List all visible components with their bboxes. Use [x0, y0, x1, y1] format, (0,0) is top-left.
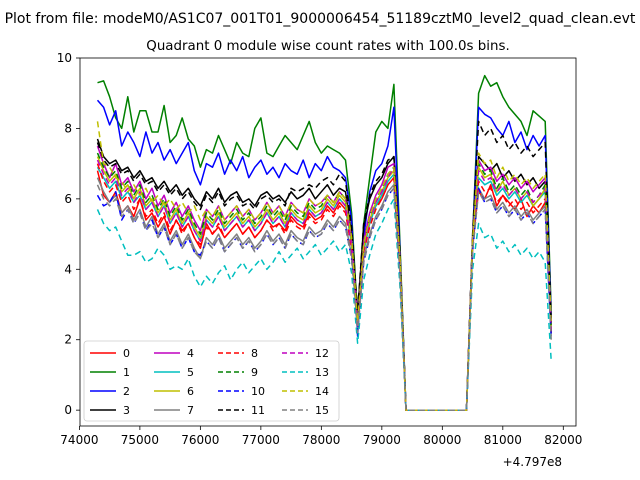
series-line-13 [96, 198, 552, 411]
legend-label-2: 2 [123, 385, 130, 398]
legend-frame [83, 340, 340, 422]
series-line-12 [96, 159, 552, 411]
y-tick-label: 10 [57, 51, 72, 65]
y-tick-label: 2 [64, 333, 72, 347]
figure-suptitle: Plot from file: modeM0/AS1C07_001T01_900… [5, 11, 636, 27]
legend-label-9: 9 [251, 366, 258, 379]
series-line-10 [96, 187, 552, 411]
series-layer [96, 74, 552, 411]
x-tick-label: 81000 [484, 433, 522, 447]
x-offset-label: +4.797e8 [503, 455, 562, 469]
legend-label-0: 0 [123, 347, 130, 360]
legend-label-13: 13 [315, 366, 329, 379]
x-tick-label: 80000 [423, 433, 461, 447]
y-tick-label: 4 [64, 262, 72, 276]
plot-frame [79, 57, 577, 427]
x-tick-label: 79000 [363, 433, 401, 447]
legend-label-5: 5 [187, 366, 194, 379]
legend-label-3: 3 [123, 404, 130, 417]
legend-label-14: 14 [315, 385, 329, 398]
legend-label-12: 12 [315, 347, 329, 360]
legend-label-6: 6 [187, 385, 194, 398]
x-tick-label: 78000 [302, 433, 340, 447]
axes-layer: 74000 75000 76000 77000 78000 79000 80000 81000… [57, 51, 583, 447]
y-tick-label: 8 [64, 121, 72, 135]
y-tick-label: 6 [64, 192, 72, 206]
legend-label-7: 7 [187, 404, 194, 417]
y-tick-label: 0 [64, 403, 72, 417]
x-tick-label: 77000 [242, 433, 280, 447]
x-tick-label: 74000 [60, 433, 98, 447]
legend-label-4: 4 [187, 347, 194, 360]
chart-title: Quadrant 0 module wise count rates with … [146, 39, 509, 54]
legend-label-15: 15 [315, 404, 329, 417]
series-line-11 [96, 120, 552, 411]
series-line-14 [96, 121, 552, 411]
legend-label-11: 11 [251, 404, 265, 417]
x-tick-label: 82000 [544, 433, 582, 447]
legend-label-10: 10 [251, 385, 265, 398]
legend-label-8: 8 [251, 347, 258, 360]
x-tick-label: 76000 [181, 433, 219, 447]
x-tick-label: 75000 [121, 433, 159, 447]
legend-label-1: 1 [123, 366, 130, 379]
